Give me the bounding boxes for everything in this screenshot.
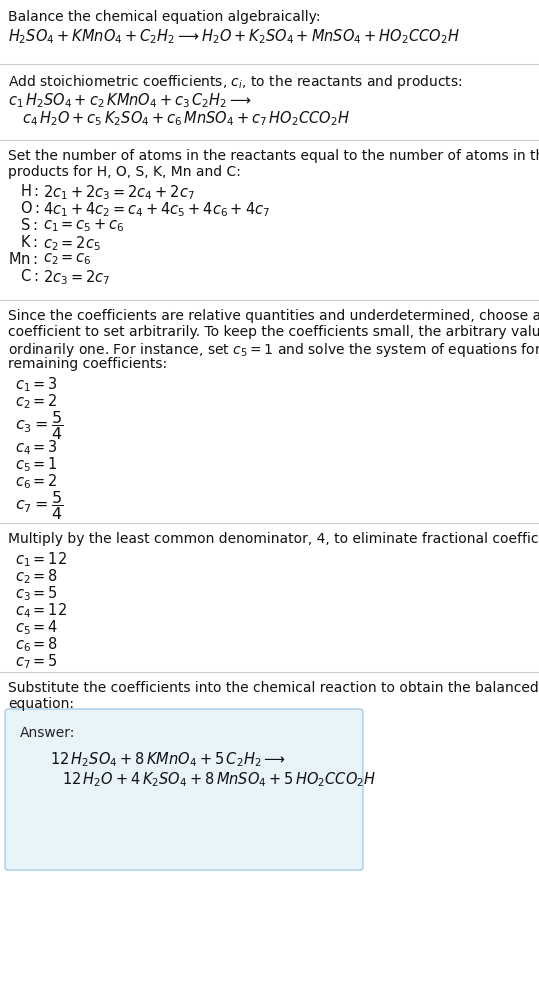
Text: $\mathrm{C:}$: $\mathrm{C:}$ — [20, 268, 38, 284]
Text: Substitute the coefficients into the chemical reaction to obtain the balanced: Substitute the coefficients into the che… — [8, 681, 539, 695]
Text: $\mathrm{O:}$: $\mathrm{O:}$ — [20, 200, 39, 216]
Text: $c_2 = 8$: $c_2 = 8$ — [15, 567, 58, 586]
Text: Set the number of atoms in the reactants equal to the number of atoms in the: Set the number of atoms in the reactants… — [8, 149, 539, 163]
Text: $c_5 = 1$: $c_5 = 1$ — [15, 455, 58, 473]
Text: equation:: equation: — [8, 697, 74, 711]
Text: Answer:: Answer: — [20, 726, 75, 740]
Text: $\mathrm{K:}$: $\mathrm{K:}$ — [20, 234, 38, 250]
Text: $c_1 = c_5 + c_6$: $c_1 = c_5 + c_6$ — [43, 217, 125, 234]
Text: $c_1\, H_2SO_4 + c_2\, KMnO_4 + c_3\, C_2H_2 \longrightarrow$: $c_1\, H_2SO_4 + c_2\, KMnO_4 + c_3\, C_… — [8, 91, 252, 110]
Text: coefficient to set arbitrarily. To keep the coefficients small, the arbitrary va: coefficient to set arbitrarily. To keep … — [8, 325, 539, 339]
Text: $c_4\, H_2O + c_5\, K_2SO_4 + c_6\, MnSO_4 + c_7\, HO_2CCO_2H$: $c_4\, H_2O + c_5\, K_2SO_4 + c_6\, MnSO… — [22, 109, 350, 128]
Text: $c_1 = 12$: $c_1 = 12$ — [15, 550, 67, 568]
Text: $\mathrm{H:}$: $\mathrm{H:}$ — [20, 183, 39, 199]
Text: $c_5 = 4$: $c_5 = 4$ — [15, 618, 58, 637]
Text: $c_7 = 5$: $c_7 = 5$ — [15, 652, 58, 670]
Text: $c_2 = c_6$: $c_2 = c_6$ — [43, 251, 92, 266]
Text: Add stoichiometric coefficients, $c_i$, to the reactants and products:: Add stoichiometric coefficients, $c_i$, … — [8, 73, 462, 91]
Text: $c_2 = 2 c_5$: $c_2 = 2 c_5$ — [43, 234, 101, 252]
Text: $c_2 = 2$: $c_2 = 2$ — [15, 392, 58, 411]
Text: $c_3 = \dfrac{5}{4}$: $c_3 = \dfrac{5}{4}$ — [15, 409, 63, 442]
Text: $c_3 = 5$: $c_3 = 5$ — [15, 584, 58, 603]
Text: $H_2SO_4 + KMnO_4 + C_2H_2 \longrightarrow H_2O + K_2SO_4 + MnSO_4 + HO_2CCO_2H$: $H_2SO_4 + KMnO_4 + C_2H_2 \longrightarr… — [8, 27, 460, 46]
Text: $4 c_1 + 4 c_2 = c_4 + 4 c_5 + 4 c_6 + 4 c_7$: $4 c_1 + 4 c_2 = c_4 + 4 c_5 + 4 c_6 + 4… — [43, 200, 270, 219]
FancyBboxPatch shape — [5, 709, 363, 870]
Text: $\mathrm{Mn:}$: $\mathrm{Mn:}$ — [8, 251, 38, 267]
Text: $c_6 = 8$: $c_6 = 8$ — [15, 635, 58, 653]
Text: $12\, H_2SO_4 + 8\, KMnO_4 + 5\, C_2H_2 \longrightarrow$: $12\, H_2SO_4 + 8\, KMnO_4 + 5\, C_2H_2 … — [50, 750, 286, 768]
Text: $\mathrm{S:}$: $\mathrm{S:}$ — [20, 217, 37, 233]
Text: ordinarily one. For instance, set $c_5 = 1$ and solve the system of equations fo: ordinarily one. For instance, set $c_5 =… — [8, 341, 539, 359]
Text: $2 c_1 + 2 c_3 = 2 c_4 + 2 c_7$: $2 c_1 + 2 c_3 = 2 c_4 + 2 c_7$ — [43, 183, 195, 202]
Text: $c_7 = \dfrac{5}{4}$: $c_7 = \dfrac{5}{4}$ — [15, 489, 63, 522]
Text: $c_6 = 2$: $c_6 = 2$ — [15, 472, 58, 491]
Text: Multiply by the least common denominator, 4, to eliminate fractional coefficient: Multiply by the least common denominator… — [8, 532, 539, 546]
Text: $c_1 = 3$: $c_1 = 3$ — [15, 375, 58, 394]
Text: $c_4 = 3$: $c_4 = 3$ — [15, 438, 58, 456]
Text: $c_4 = 12$: $c_4 = 12$ — [15, 601, 67, 620]
Text: $2 c_3 = 2 c_7$: $2 c_3 = 2 c_7$ — [43, 268, 110, 287]
Text: $12\, H_2O + 4\, K_2SO_4 + 8\, MnSO_4 + 5\, HO_2CCO_2H$: $12\, H_2O + 4\, K_2SO_4 + 8\, MnSO_4 + … — [62, 770, 376, 789]
Text: Balance the chemical equation algebraically:: Balance the chemical equation algebraica… — [8, 10, 321, 24]
Text: Since the coefficients are relative quantities and underdetermined, choose a: Since the coefficients are relative quan… — [8, 309, 539, 323]
Text: remaining coefficients:: remaining coefficients: — [8, 357, 167, 371]
Text: products for H, O, S, K, Mn and C:: products for H, O, S, K, Mn and C: — [8, 165, 241, 179]
